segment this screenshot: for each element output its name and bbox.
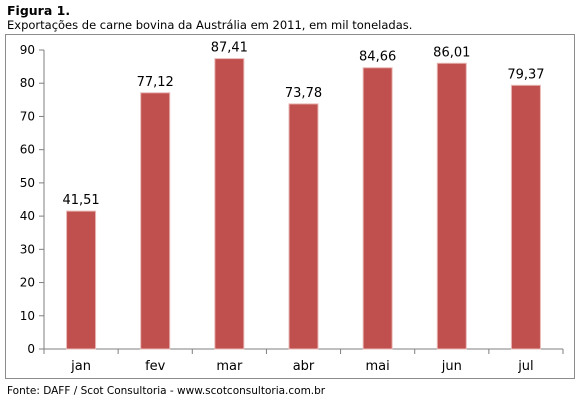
- source-note: Fonte: DAFF / Scot Consultoria - www.sco…: [7, 385, 326, 397]
- data-label: 86,01: [433, 45, 470, 60]
- data-label: 79,37: [507, 67, 544, 82]
- data-label: 41,51: [62, 193, 99, 208]
- x-category-label: jan: [70, 359, 91, 374]
- y-tick-label: 50: [20, 176, 35, 190]
- x-category-label: mar: [216, 359, 243, 374]
- figure-label: Figura 1.: [7, 3, 71, 18]
- y-tick-label: 30: [20, 242, 35, 256]
- bar: [214, 58, 245, 350]
- bar: [288, 103, 319, 350]
- bar: [436, 62, 467, 350]
- bar: [362, 67, 393, 350]
- x-category-label: mai: [366, 359, 390, 374]
- data-label: 77,12: [137, 75, 174, 90]
- bar: [66, 210, 97, 350]
- x-category-label: fev: [145, 359, 166, 374]
- bar: [510, 84, 541, 350]
- y-tick-label: 60: [20, 143, 35, 157]
- y-tick-label: 0: [27, 342, 35, 356]
- bar: [140, 92, 171, 350]
- y-tick-label: 90: [20, 43, 35, 57]
- y-tick-label: 20: [20, 276, 35, 290]
- chart-subtitle: Exportações de carne bovina da Austrália…: [7, 18, 413, 32]
- y-tick-label: 40: [20, 209, 35, 223]
- x-category-label: jul: [517, 359, 533, 374]
- data-label: 87,41: [211, 41, 248, 56]
- y-tick-label: 70: [20, 109, 35, 123]
- x-category-label: abr: [293, 359, 315, 374]
- data-label: 73,78: [285, 86, 322, 101]
- y-tick-label: 10: [20, 309, 35, 323]
- y-tick-label: 80: [20, 76, 35, 90]
- data-label: 84,66: [359, 50, 396, 65]
- x-category-label: jun: [441, 359, 462, 374]
